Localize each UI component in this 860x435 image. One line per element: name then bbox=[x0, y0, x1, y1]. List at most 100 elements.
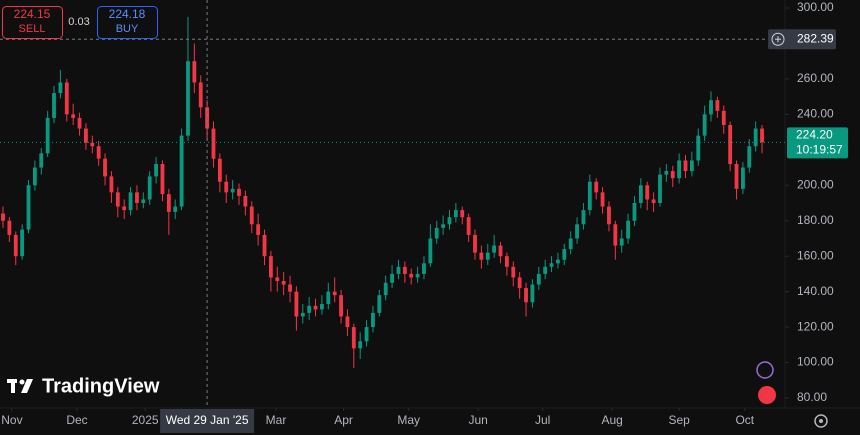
candle-body bbox=[1, 213, 5, 221]
candle-body bbox=[556, 259, 560, 264]
candle-body bbox=[504, 256, 509, 267]
y-tick-label: 240.00 bbox=[797, 107, 834, 121]
candle-body bbox=[402, 266, 407, 274]
candle-body bbox=[575, 224, 579, 239]
spread: 0.03 bbox=[68, 16, 89, 28]
candle-body bbox=[128, 192, 133, 211]
candle-body bbox=[721, 110, 726, 125]
candle-body bbox=[760, 128, 764, 143]
candle-body bbox=[383, 282, 388, 296]
buy-price: 224.18 bbox=[109, 7, 146, 21]
candle-body bbox=[453, 210, 458, 218]
candle-body bbox=[154, 164, 158, 177]
sell-button[interactable] bbox=[2, 6, 63, 39]
buy-label: BUY bbox=[116, 23, 139, 35]
candle-body bbox=[581, 210, 586, 225]
candle-body bbox=[492, 245, 497, 253]
y-tick-label: 120.00 bbox=[797, 319, 834, 333]
logo-text: TradingView bbox=[42, 375, 160, 397]
candle-body bbox=[498, 245, 503, 257]
candle-body bbox=[632, 203, 637, 221]
candle-body bbox=[422, 263, 426, 274]
candle-body bbox=[268, 256, 273, 278]
candle-body bbox=[345, 316, 350, 328]
candle-body bbox=[288, 284, 292, 292]
candle-body bbox=[332, 291, 337, 296]
candle-body bbox=[517, 277, 522, 289]
x-tick-label: Jun bbox=[469, 413, 488, 427]
alert-icon[interactable] bbox=[756, 361, 774, 379]
last-price-label: 224.20 bbox=[796, 128, 833, 142]
y-tick-label: 100.00 bbox=[797, 355, 834, 369]
flag-icon[interactable] bbox=[758, 386, 776, 404]
candle-body bbox=[390, 273, 394, 283]
candle-body bbox=[396, 266, 401, 274]
x-tick-label: Aug bbox=[601, 413, 622, 427]
candle-body bbox=[638, 185, 643, 203]
x-tick-label: 2025 bbox=[132, 413, 159, 427]
y-tick-label: 180.00 bbox=[797, 213, 834, 227]
candle-body bbox=[358, 341, 363, 349]
candle-body bbox=[135, 192, 139, 203]
candle-body bbox=[103, 158, 107, 177]
candle-body bbox=[339, 295, 343, 317]
candle-body bbox=[77, 117, 82, 129]
candle-body bbox=[734, 164, 739, 189]
sell-label: SELL bbox=[19, 23, 46, 35]
candle-body bbox=[645, 185, 650, 200]
candle-body bbox=[249, 206, 254, 225]
candle-body bbox=[715, 100, 720, 111]
candle-body bbox=[320, 304, 324, 310]
candle-body bbox=[689, 160, 694, 172]
candle-body bbox=[485, 252, 490, 260]
logo: TradingView bbox=[7, 375, 160, 397]
crosshair-date-label: Wed 29 Jan '25 bbox=[166, 413, 249, 427]
candle-body bbox=[307, 305, 312, 313]
candle-body bbox=[262, 234, 267, 257]
last-price-box bbox=[787, 127, 848, 159]
plot bbox=[0, 0, 789, 411]
candle-body bbox=[543, 266, 548, 274]
candle-body bbox=[568, 238, 573, 250]
candle-body bbox=[479, 252, 484, 260]
candle-body bbox=[460, 210, 465, 218]
candle-body bbox=[96, 146, 101, 159]
candle-body bbox=[275, 277, 280, 281]
candle-body bbox=[511, 266, 516, 278]
candle-body bbox=[230, 188, 235, 193]
y-tick-label: 300.00 bbox=[797, 0, 834, 14]
candle-body bbox=[740, 167, 745, 189]
candle-body bbox=[160, 164, 165, 195]
candle-body bbox=[377, 295, 382, 313]
candle-body bbox=[753, 128, 758, 147]
candle-body bbox=[90, 142, 95, 147]
crosshair-price-label: 282.39 bbox=[797, 31, 834, 45]
candle-body bbox=[313, 305, 318, 310]
x-tick-label: Dec bbox=[66, 413, 87, 427]
x-tick-label: Nov bbox=[1, 413, 22, 427]
candle-body bbox=[300, 312, 305, 317]
candle-body bbox=[600, 192, 605, 207]
candle-body bbox=[747, 146, 752, 168]
candle-body bbox=[549, 263, 554, 267]
candle-body bbox=[32, 167, 37, 186]
candle-body bbox=[58, 82, 63, 94]
crosshair-price-box bbox=[768, 29, 836, 50]
candle-body bbox=[441, 224, 446, 228]
candle-body bbox=[619, 238, 624, 246]
x-tick-label: Oct bbox=[735, 413, 754, 427]
candle-body bbox=[536, 273, 541, 285]
candle-body bbox=[658, 174, 662, 203]
candle-body bbox=[217, 158, 222, 182]
candle-body bbox=[205, 107, 210, 129]
candle-body bbox=[447, 217, 452, 225]
candle-body bbox=[211, 128, 216, 159]
candle-body bbox=[45, 117, 50, 154]
settings-icon[interactable] bbox=[814, 414, 828, 428]
x-tick-label: Mar bbox=[266, 413, 287, 427]
candle-body bbox=[20, 229, 25, 257]
crosshair-plus-icon bbox=[771, 32, 785, 46]
buy-button[interactable] bbox=[97, 6, 158, 39]
candle-body bbox=[409, 273, 414, 278]
candle-body bbox=[613, 224, 618, 246]
